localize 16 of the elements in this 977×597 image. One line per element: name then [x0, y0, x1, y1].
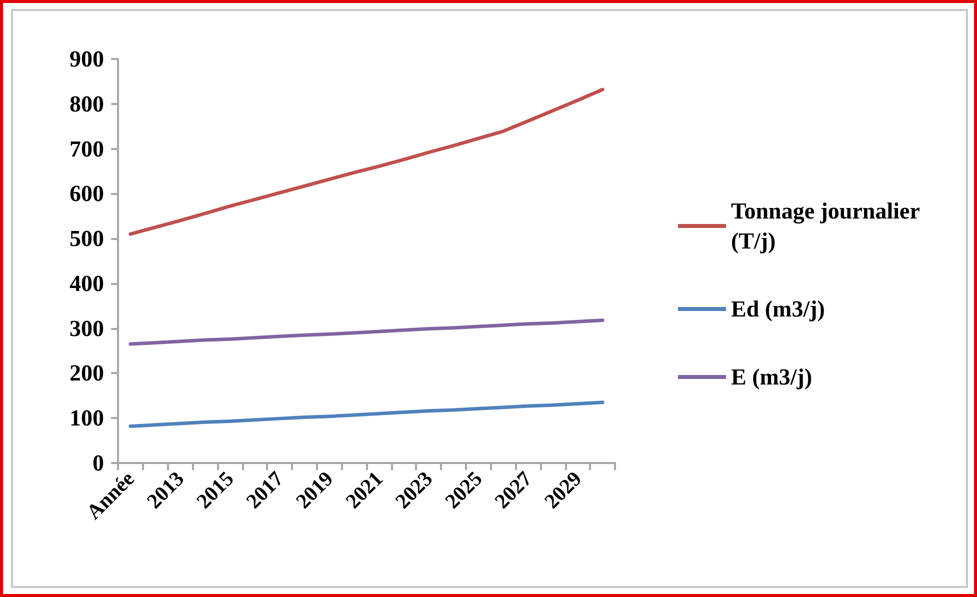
- line-series: [128, 400, 604, 428]
- y-tick-label: 800: [70, 91, 104, 116]
- y-tick-label: 100: [70, 406, 104, 431]
- line-series: [128, 88, 604, 236]
- y-tick-label: 400: [70, 270, 104, 296]
- y-tick-label: 200: [70, 360, 104, 386]
- y-tick-label: 900: [70, 46, 104, 72]
- y-tick-label: 0: [92, 450, 104, 476]
- legend-label: Ed (m3/j): [731, 296, 825, 322]
- y-tick-label: 300: [70, 316, 104, 341]
- y-tick-label: 600: [70, 181, 104, 206]
- y-tick-label: 700: [70, 136, 104, 162]
- line-series: [128, 318, 604, 346]
- y-tick-label: 500: [70, 226, 104, 252]
- legend-label: Tonnage journalier (T/j): [731, 198, 926, 254]
- legend-label: E (m3/j): [731, 364, 812, 390]
